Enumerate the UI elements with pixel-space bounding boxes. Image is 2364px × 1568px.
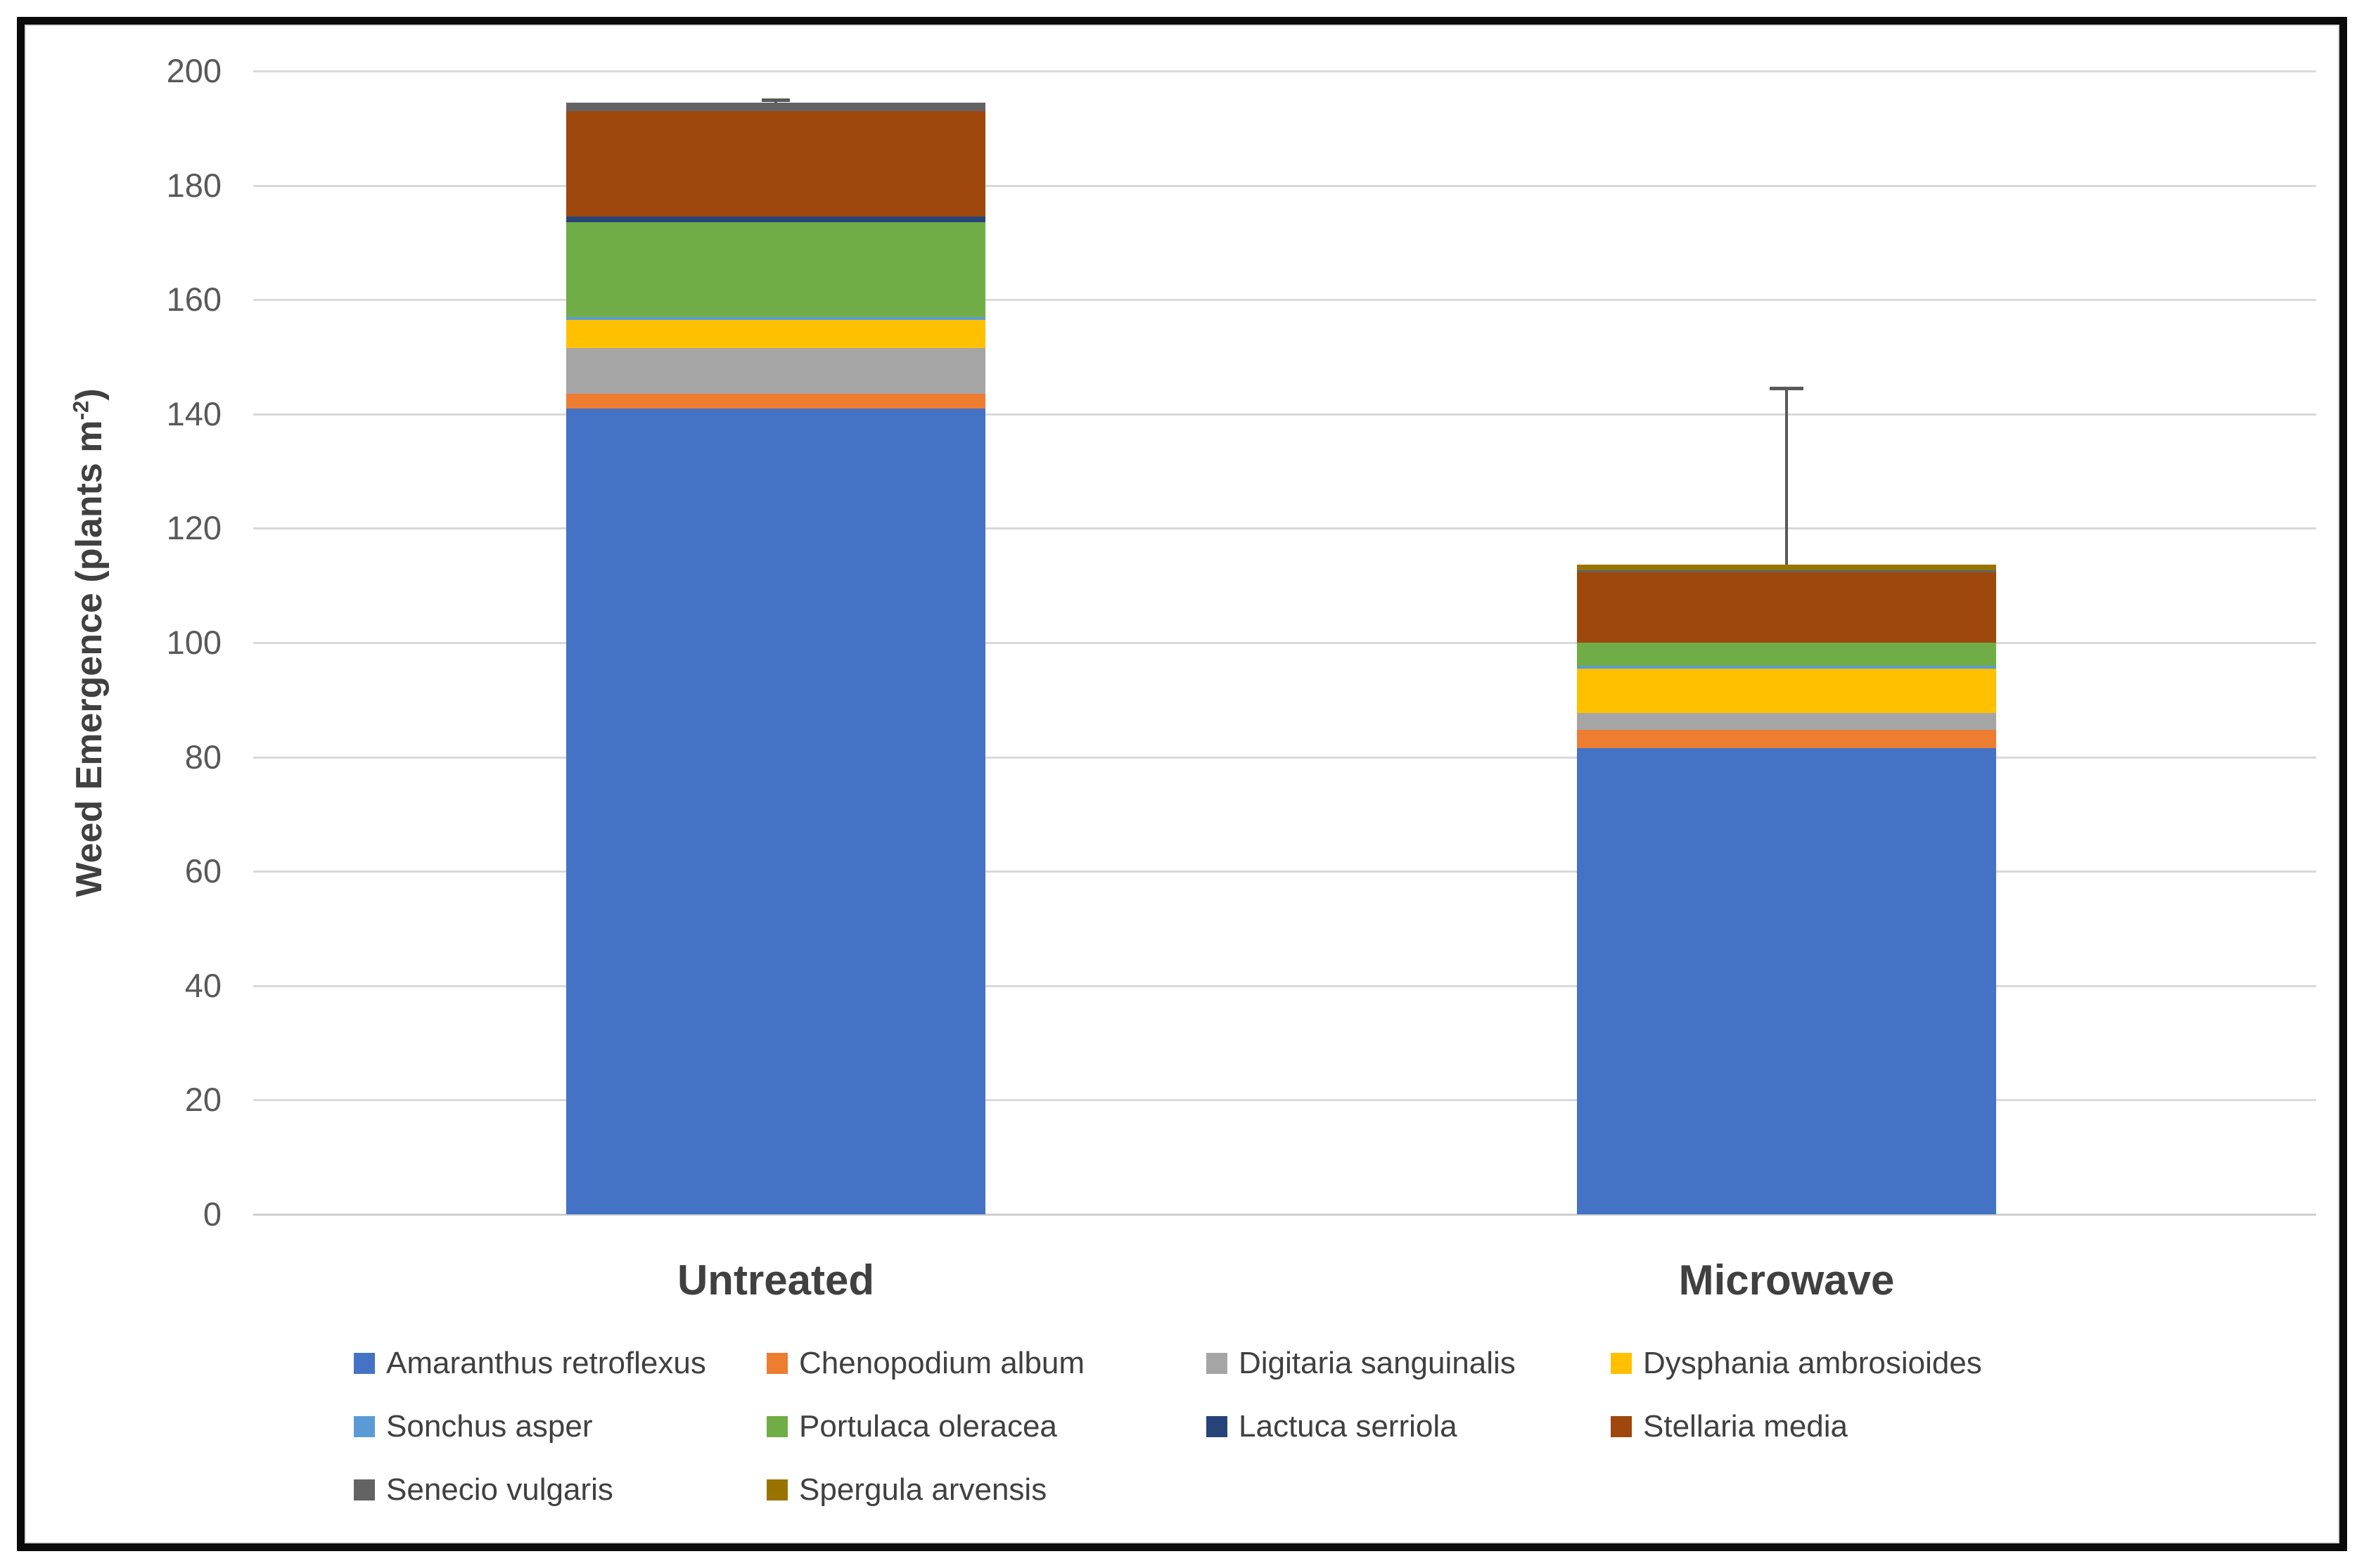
y-axis-tick-label-80: 80 <box>184 738 222 776</box>
legend-item-sonchus-asper: Sonchus asper <box>354 1407 593 1446</box>
gridline-40 <box>253 984 2316 987</box>
legend-label-senecio-vulgaris: Senecio vulgaris <box>386 1472 613 1507</box>
chart-area: Weed Emergence (plants m-2) 0 20 40 60 80 100… <box>25 25 2339 1543</box>
legend-item-spergula-arvensis: Spergula arvensis <box>767 1470 1047 1510</box>
gridline-160 <box>253 299 2316 302</box>
legend-swatch-digitaria-sanguinalis <box>1206 1353 1227 1374</box>
legend-label-spergula-arvensis: Spergula arvensis <box>799 1472 1047 1507</box>
legend-swatch-senecio-vulgaris <box>354 1479 375 1500</box>
legend-label-digitaria-sanguinalis: Digitaria sanguinalis <box>1239 1346 1516 1380</box>
error-bar-stem-microwave <box>1785 388 1788 565</box>
bar-segment-microwave-sonchus-asper <box>1577 665 1996 669</box>
legend-swatch-chenopodium-album <box>767 1353 788 1374</box>
legend-swatch-spergula-arvensis <box>767 1479 788 1500</box>
legend-item-dysphania-ambrosioides: Dysphania ambrosioides <box>1611 1344 1982 1383</box>
gridline-0 <box>253 1214 2316 1216</box>
gridline-120 <box>253 527 2316 530</box>
error-bar-cap-untreated <box>762 98 790 102</box>
legend-swatch-amaranthus-retroflexus <box>354 1353 375 1374</box>
bar-segment-microwave-digitaria-sanguinalis <box>1577 712 1996 731</box>
legend-label-lactuca-serriola: Lactuca serriola <box>1239 1409 1457 1444</box>
bar-segment-untreated-senecio-vulgaris <box>566 102 985 111</box>
bar-segment-untreated-stellaria-media <box>566 110 985 217</box>
figure-outer-border: Weed Emergence (plants m-2) 0 20 40 60 80 100… <box>17 17 2347 1551</box>
bar-segment-microwave-dysphania-ambrosioides <box>1577 669 1996 713</box>
legend-label-portulaca-oleracea: Portulaca oleracea <box>799 1409 1057 1444</box>
legend-label-sonchus-asper: Sonchus asper <box>386 1409 593 1444</box>
error-bar-cap-microwave <box>1770 387 1803 391</box>
bar-segment-untreated-digitaria-sanguinalis <box>566 348 985 394</box>
legend-item-lactuca-serriola: Lactuca serriola <box>1206 1407 1457 1446</box>
legend-swatch-sonchus-asper <box>354 1416 375 1437</box>
bar-segment-untreated-dysphania-ambrosioides <box>566 319 985 349</box>
gridline-200 <box>253 70 2316 72</box>
legend-swatch-portulaca-oleracea <box>767 1416 788 1437</box>
y-axis-tick-label-20: 20 <box>184 1081 222 1119</box>
bar-segment-microwave-chenopodium-album <box>1577 730 1996 749</box>
legend-item-portulaca-oleracea: Portulaca oleracea <box>767 1407 1057 1446</box>
category-label-untreated: Untreated <box>677 1257 875 1304</box>
y-axis-tick-label-200: 200 <box>166 52 222 89</box>
y-axis-tick-label-180: 180 <box>166 166 222 204</box>
category-label-microwave: Microwave <box>1678 1257 1895 1304</box>
legend-swatch-dysphania-ambrosioides <box>1611 1353 1632 1374</box>
legend-item-amaranthus-retroflexus: Amaranthus retroflexus <box>354 1344 706 1383</box>
gridline-140 <box>253 413 2316 416</box>
bar-segment-untreated-chenopodium-album <box>566 394 985 409</box>
y-axis-tick-label-100: 100 <box>166 624 222 661</box>
gridline-80 <box>253 756 2316 759</box>
legend-item-digitaria-sanguinalis: Digitaria sanguinalis <box>1206 1344 1516 1383</box>
gridline-180 <box>253 184 2316 187</box>
bar-segment-microwave-portulaca-oleracea <box>1577 643 1996 666</box>
bar-segment-untreated-amaranthus-retroflexus <box>566 408 985 1214</box>
y-axis-tick-label-60: 60 <box>184 852 222 890</box>
gridline-100 <box>253 642 2316 644</box>
legend-label-chenopodium-album: Chenopodium album <box>799 1346 1085 1380</box>
bar-segment-untreated-sonchus-asper <box>566 316 985 320</box>
bar-segment-microwave-amaranthus-retroflexus <box>1577 748 1996 1214</box>
y-axis-tick-label-0: 0 <box>203 1195 222 1233</box>
y-axis-tick-label-120: 120 <box>166 509 222 547</box>
bar-segment-microwave-stellaria-media <box>1577 572 1996 643</box>
legend-label-dysphania-ambrosioides: Dysphania ambrosioides <box>1643 1346 1982 1380</box>
legend-item-chenopodium-album: Chenopodium album <box>767 1344 1085 1383</box>
gridline-20 <box>253 1099 2316 1102</box>
legend-label-stellaria-media: Stellaria media <box>1643 1409 1848 1444</box>
y-axis-tick-label-40: 40 <box>184 966 222 1004</box>
bar-segment-microwave-senecio-vulgaris <box>1577 570 1996 572</box>
bar-segment-untreated-lactuca-serriola <box>566 217 985 223</box>
legend-swatch-lactuca-serriola <box>1206 1416 1227 1437</box>
y-axis-tick-label-140: 140 <box>166 394 222 432</box>
y-axis-tick-label-160: 160 <box>166 281 222 319</box>
legend-item-senecio-vulgaris: Senecio vulgaris <box>354 1470 613 1510</box>
bar-segment-untreated-portulaca-oleracea <box>566 222 985 317</box>
bar-segment-microwave-spergula-arvensis <box>1577 565 1996 570</box>
legend-item-stellaria-media: Stellaria media <box>1611 1407 1848 1446</box>
legend-label-amaranthus-retroflexus: Amaranthus retroflexus <box>386 1346 706 1380</box>
gridline-60 <box>253 870 2316 873</box>
legend-swatch-stellaria-media <box>1611 1416 1632 1437</box>
